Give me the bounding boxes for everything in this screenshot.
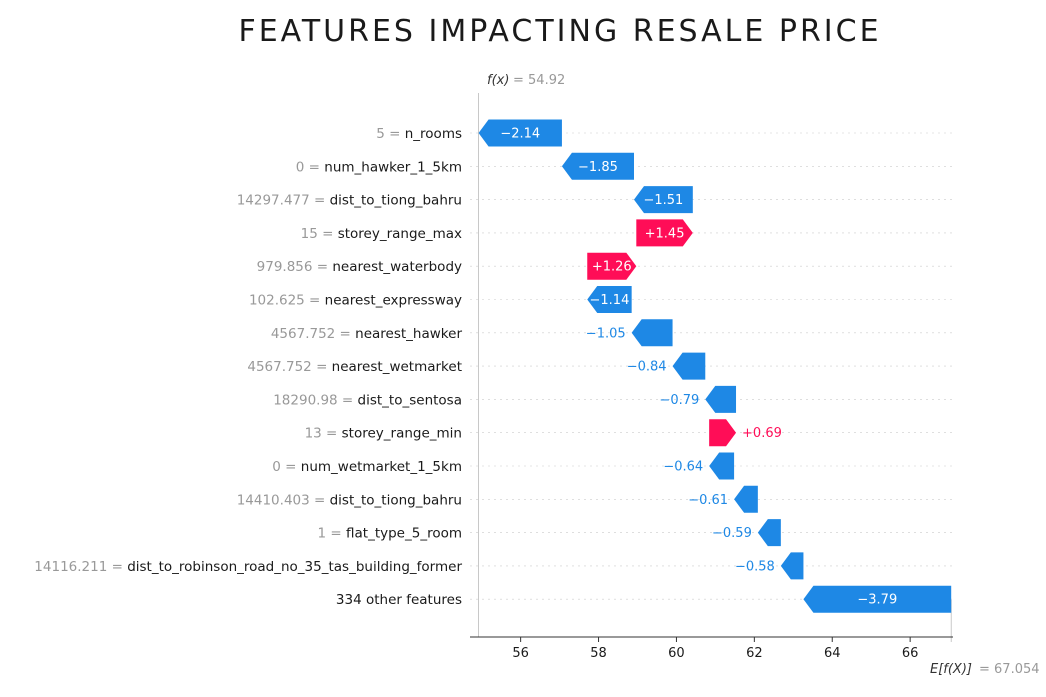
bar-value-label: −0.61 xyxy=(688,493,728,508)
feature-label: 4567.752 = nearest_hawker xyxy=(271,326,463,342)
bar-value-label: −0.84 xyxy=(627,360,667,375)
feature-value: 5 = xyxy=(376,126,404,142)
bar-value-label: −1.51 xyxy=(643,193,683,208)
feature-label: 5 = n_rooms xyxy=(376,126,462,142)
efx-label: E[f(X)] xyxy=(930,662,972,677)
bar-6 xyxy=(587,286,632,313)
x-tick-label: 62 xyxy=(746,646,763,661)
feature-label: 0 = num_wetmarket_1_5km xyxy=(272,459,462,475)
feature-value: 0 = xyxy=(272,459,300,475)
feature-name: nearest_wetmarket xyxy=(332,359,462,375)
bar-value-label: +1.45 xyxy=(645,226,685,241)
bar-5 xyxy=(587,252,637,280)
chart-title: FEATURES IMPACTING RESALE PRICE xyxy=(238,14,882,49)
bar-value-label: +1.26 xyxy=(592,260,632,275)
bar-2 xyxy=(561,152,634,180)
feature-value: 14297.477 = xyxy=(237,193,330,209)
bar-10 xyxy=(709,419,737,447)
feature-value: 1 = xyxy=(318,526,346,542)
feature-name: dist_to_sentosa xyxy=(358,392,462,408)
fx-value: = 54.92 xyxy=(513,73,565,88)
feature-label: 14410.403 = dist_to_tiong_bahru xyxy=(237,492,462,508)
feature-value: 4567.752 = xyxy=(247,359,331,375)
bar-value-label: −2.14 xyxy=(500,127,540,142)
feature-label: 4567.752 = nearest_wetmarket xyxy=(247,359,462,375)
bar-7 xyxy=(631,319,673,347)
feature-name: dist_to_tiong_bahru xyxy=(330,193,462,209)
bar-value-label: −0.64 xyxy=(663,460,703,475)
bar-8 xyxy=(672,352,706,380)
feature-value: 0 = xyxy=(296,159,324,175)
bar-value-label: −1.05 xyxy=(586,326,626,341)
x-tick-label: 64 xyxy=(824,646,841,661)
feature-name: storey_range_min xyxy=(342,426,462,442)
feature-label: 13 = storey_range_min xyxy=(305,426,462,442)
feature-name: storey_range_max xyxy=(338,226,462,242)
feature-value: 15 = xyxy=(301,226,338,242)
feature-label: 1 = flat_type_5_room xyxy=(318,526,462,542)
feature-labels: 5 = n_rooms 0 = num_hawker_1_5km 14297.477… xyxy=(34,126,462,608)
x-tick-label: 66 xyxy=(902,646,919,661)
bar-value-label: −0.59 xyxy=(712,526,752,541)
bar-12 xyxy=(734,485,758,513)
feature-value: 13 = xyxy=(305,426,342,442)
feature-name: dist_to_tiong_bahru xyxy=(330,492,462,508)
feature-name: nearest_expressway xyxy=(325,293,462,309)
feature-name: 334 other features xyxy=(336,592,462,608)
feature-label: 102.625 = nearest_expressway xyxy=(249,293,462,309)
feature-value: 18290.98 = xyxy=(273,392,357,408)
feature-name: nearest_hawker xyxy=(355,326,462,342)
feature-name: num_wetmarket_1_5km xyxy=(301,459,462,475)
bar-14 xyxy=(780,552,804,580)
feature-value: 4567.752 = xyxy=(271,326,355,342)
bar-value-label: −1.14 xyxy=(590,293,630,308)
feature-label: 18290.98 = dist_to_sentosa xyxy=(273,392,462,408)
bar-9 xyxy=(705,385,737,413)
feature-value: 14410.403 = xyxy=(237,492,330,508)
x-axis: 56 58 60 62 64 66 xyxy=(470,636,953,661)
feature-label: 14116.211 = dist_to_robinson_road_no_35_… xyxy=(34,559,462,575)
bar-4 xyxy=(636,219,693,247)
bar-value-label: +0.69 xyxy=(742,426,782,441)
feature-name: n_rooms xyxy=(405,126,462,142)
feature-value: 14116.211 = xyxy=(34,559,127,575)
bar-value-label: −0.79 xyxy=(659,393,699,408)
feature-label: 15 = storey_range_max xyxy=(301,226,462,242)
bar-11 xyxy=(709,452,735,480)
bar-value-label: −0.58 xyxy=(735,559,775,574)
feature-name: dist_to_robinson_road_no_35_tas_building… xyxy=(127,559,462,575)
bars-group: −2.14 −1.85 −1.51 +1.45 +1.26 −1.14 −1.05 −0.84… xyxy=(478,119,952,613)
bar-3 xyxy=(633,186,693,214)
x-tick-label: 58 xyxy=(590,646,607,661)
feature-label: 14297.477 = dist_to_tiong_bahru xyxy=(237,193,462,209)
fx-label: f(x) xyxy=(487,73,509,88)
bar-value-label: −1.85 xyxy=(578,160,618,175)
x-tick-label: 60 xyxy=(668,646,685,661)
feature-name: num_hawker_1_5km xyxy=(324,159,462,175)
reference-lines xyxy=(478,93,952,642)
bar-1 xyxy=(478,119,562,147)
bar-value-label: −3.79 xyxy=(857,593,897,608)
feature-name: nearest_waterbody xyxy=(332,259,462,275)
feature-label: 979.856 = nearest_waterbody xyxy=(257,259,462,275)
x-tick-label: 56 xyxy=(512,646,529,661)
feature-value: 979.856 = xyxy=(257,259,333,275)
feature-name: flat_type_5_room xyxy=(346,526,462,542)
feature-label: 334 other features xyxy=(336,592,462,608)
feature-label: 0 = num_hawker_1_5km xyxy=(296,159,462,175)
efx-value: = 67.054 xyxy=(979,662,1040,677)
bar-15 xyxy=(803,585,952,613)
feature-value: 102.625 = xyxy=(249,293,325,309)
bar-13 xyxy=(757,519,781,547)
